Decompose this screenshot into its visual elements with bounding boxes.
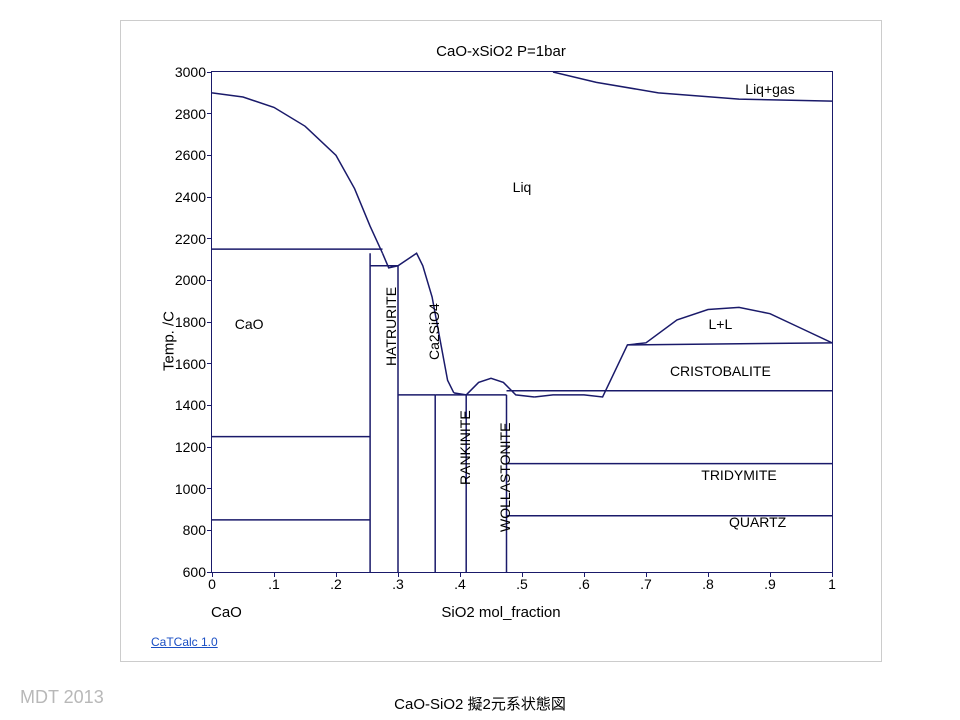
region-label: TRIDYMITE [701, 467, 776, 483]
region-label: Liq [513, 179, 532, 195]
xtick: .2 [330, 576, 342, 592]
region-label: CRISTOBALITE [670, 363, 771, 379]
ytick: 1400 [175, 397, 206, 413]
region-label: QUARTZ [729, 514, 786, 530]
figure-caption: CaO-SiO2 擬2元系状態図 [0, 693, 960, 714]
ytick: 1800 [175, 314, 206, 330]
software-link[interactable]: CaTCalc 1.0 [151, 635, 218, 649]
ytick: 2600 [175, 147, 206, 163]
ytick: 800 [183, 522, 206, 538]
ytick: 3000 [175, 64, 206, 80]
region-label: Ca2SiO4 [426, 303, 442, 360]
curve-liquidus-right-dome [534, 307, 832, 397]
xtick: .7 [640, 576, 652, 592]
ytick: 2200 [175, 231, 206, 247]
region-label: Liq+gas [745, 81, 794, 97]
ytick: 1600 [175, 356, 206, 372]
xtick: .9 [764, 576, 776, 592]
ytick: 2800 [175, 106, 206, 122]
curve-immisc-floor [627, 343, 832, 345]
xtick: 1 [828, 576, 836, 592]
chart-frame: CaO-xSiO2 P=1bar Temp. /C 60080010001200… [120, 20, 882, 662]
curve-liquidus-left [212, 93, 383, 253]
ytick: 600 [183, 564, 206, 580]
xtick: 0 [208, 576, 216, 592]
plot-area: 6008001000120014001600180020002200240026… [211, 71, 833, 573]
ytick: 1000 [175, 481, 206, 497]
ytick: 2400 [175, 189, 206, 205]
xtick: .3 [392, 576, 404, 592]
xtick: .5 [516, 576, 528, 592]
ytick: 2000 [175, 272, 206, 288]
footer-credit: MDT 2013 [20, 687, 104, 708]
chart-title: CaO-xSiO2 P=1bar [121, 43, 881, 60]
region-label: RANKINITE [457, 410, 473, 485]
phase-curves [212, 72, 832, 572]
region-label: CaO [235, 316, 264, 332]
xtick: .8 [702, 576, 714, 592]
xtick: .1 [268, 576, 280, 592]
xtick: .4 [454, 576, 466, 592]
region-label: HATRURITE [383, 287, 399, 366]
region-label: WOLLASTONITE [497, 423, 513, 532]
ytick: 1200 [175, 439, 206, 455]
xtick: .6 [578, 576, 590, 592]
x-axis-left-label: CaO [211, 604, 242, 621]
region-label: L+L [709, 316, 733, 332]
